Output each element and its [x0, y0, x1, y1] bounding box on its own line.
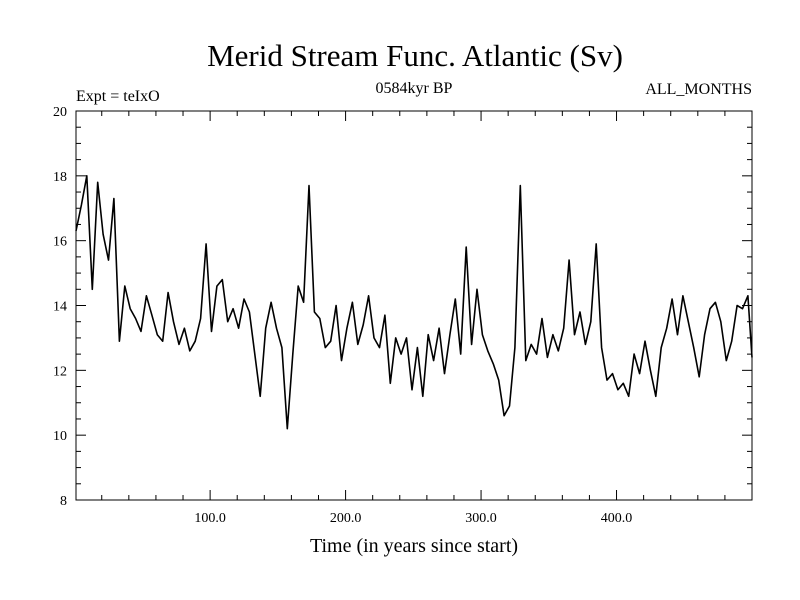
months-label: ALL_MONTHS [645, 81, 752, 98]
y-tick-label: 10 [53, 429, 67, 444]
y-tick-label: 18 [53, 170, 67, 185]
y-tick-label: 8 [60, 494, 67, 509]
x-tick-label: 200.0 [330, 511, 362, 526]
chart-title: Merid Stream Func. Atlantic (Sv) [207, 38, 623, 73]
x-tick-label: 100.0 [194, 511, 226, 526]
x-tick-label: 400.0 [601, 511, 633, 526]
y-tick-label: 16 [53, 235, 67, 250]
y-tick-label: 14 [53, 300, 67, 315]
x-axis-label: Time (in years since start) [310, 535, 518, 557]
y-tick-label: 20 [53, 105, 67, 120]
period-label: 0584kyr BP [376, 80, 453, 97]
y-tick-label: 12 [53, 364, 67, 379]
experiment-label: Expt = teIxO [76, 88, 160, 105]
x-tick-label: 300.0 [465, 511, 497, 526]
series-line-atlantic-msf [75, 175, 753, 430]
plot-frame [75, 110, 753, 501]
axis-layer: 8 10 12 14 16 18 20 100.0 200.0 300.0 400.0 [53, 105, 752, 526]
series-layer [75, 175, 753, 430]
